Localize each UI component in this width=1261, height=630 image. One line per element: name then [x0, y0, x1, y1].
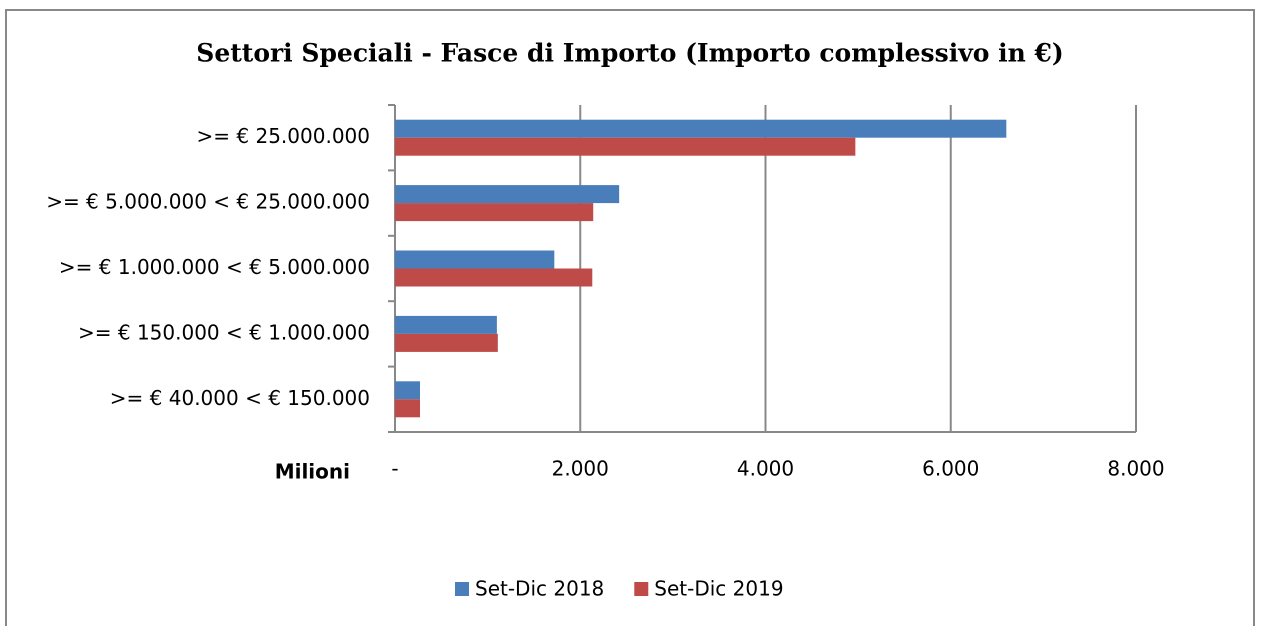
y-tick-label: >= € 40.000 < € 150.000	[110, 386, 370, 410]
bar	[395, 381, 421, 400]
legend-swatch	[455, 582, 469, 596]
x-tick-label: -	[391, 457, 398, 481]
bar	[395, 119, 1007, 138]
x-tick-label: 4.000	[737, 457, 794, 481]
y-tick-label: >= € 5.000.000 < € 25.000.000	[46, 190, 370, 214]
x-axis-label: Milioni	[275, 460, 350, 484]
y-tick-label: >= € 1.000.000 < € 5.000.000	[59, 255, 370, 279]
y-tick-label: >= € 25.000.000	[197, 124, 370, 148]
legend-label: Set-Dic 2019	[654, 577, 783, 601]
chart-frame	[5, 9, 1255, 630]
x-tick-label: 8.000	[1107, 457, 1164, 481]
bar	[395, 185, 620, 204]
bar	[395, 203, 594, 222]
bar	[395, 137, 856, 156]
x-tick-label: 2.000	[552, 457, 609, 481]
chart-title: Settori Speciali - Fasce di Importo (Imp…	[196, 39, 1063, 68]
bar	[395, 268, 593, 287]
legend-label: Set-Dic 2018	[475, 577, 604, 601]
bar	[395, 399, 421, 418]
bar	[395, 250, 555, 269]
x-tick-label: 6.000	[922, 457, 979, 481]
y-tick-label: >= € 150.000 < € 1.000.000	[78, 320, 370, 344]
bar	[395, 333, 498, 352]
legend-swatch	[634, 582, 649, 596]
bar	[395, 315, 497, 334]
